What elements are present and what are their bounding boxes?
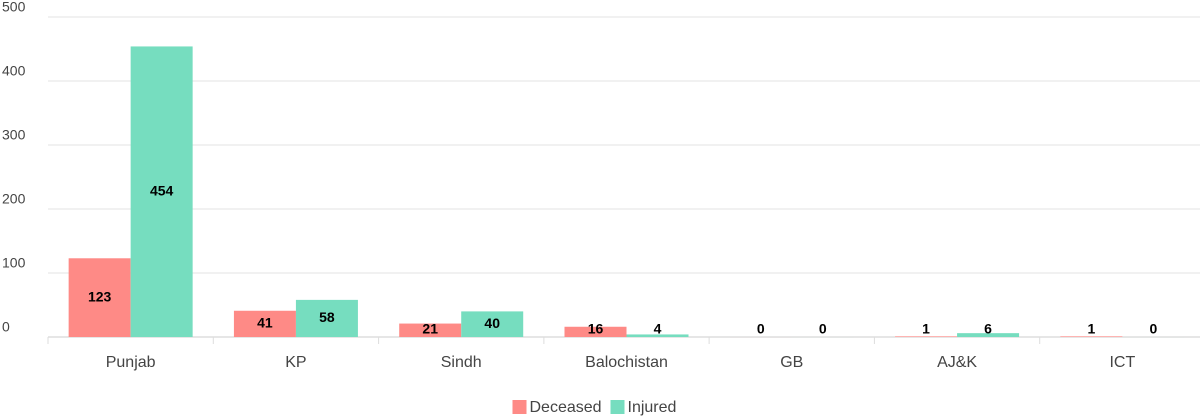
legend-label: Deceased bbox=[530, 399, 602, 416]
data-label: 0 bbox=[757, 321, 765, 337]
bar bbox=[399, 323, 462, 337]
bar bbox=[68, 258, 131, 337]
data-label: 21 bbox=[422, 321, 438, 337]
data-label: 58 bbox=[319, 309, 335, 325]
data-label: 6 bbox=[984, 321, 992, 337]
y-tick-label: 0 bbox=[2, 319, 10, 335]
legend-swatch bbox=[512, 400, 527, 414]
y-tick-label: 200 bbox=[2, 191, 26, 207]
bar bbox=[626, 334, 689, 337]
y-tick-label: 300 bbox=[2, 127, 26, 143]
legend-swatch bbox=[610, 400, 625, 414]
x-tick-label: Punjab bbox=[106, 354, 156, 371]
x-tick-label: ICT bbox=[1109, 354, 1135, 371]
bar bbox=[957, 333, 1020, 337]
x-tick-label: GB bbox=[780, 354, 803, 371]
bar bbox=[295, 299, 358, 337]
data-label: 454 bbox=[150, 182, 174, 198]
x-tick-label: Sindh bbox=[441, 354, 482, 371]
x-tick-label: AJ&K bbox=[937, 354, 977, 371]
y-tick-label: 100 bbox=[2, 255, 26, 271]
data-label: 16 bbox=[588, 321, 604, 337]
bar bbox=[895, 336, 958, 337]
data-label: 41 bbox=[257, 315, 273, 331]
y-tick-label: 400 bbox=[2, 63, 26, 79]
data-label: 1 bbox=[1087, 321, 1095, 337]
bar bbox=[1060, 336, 1123, 337]
data-label: 0 bbox=[819, 321, 827, 337]
x-tick-label: Balochistan bbox=[585, 354, 668, 371]
x-tick-label: KP bbox=[285, 354, 306, 371]
data-label: 1 bbox=[922, 321, 930, 337]
data-label: 0 bbox=[1149, 321, 1157, 337]
bar bbox=[130, 46, 193, 337]
data-label: 40 bbox=[484, 315, 500, 331]
bar bbox=[564, 326, 627, 337]
data-label: 123 bbox=[88, 288, 112, 304]
legend-label: Injured bbox=[628, 399, 677, 416]
data-label: 4 bbox=[654, 321, 662, 337]
bar bbox=[233, 310, 296, 337]
bar bbox=[461, 311, 524, 337]
y-tick-label: 500 bbox=[2, 0, 26, 15]
